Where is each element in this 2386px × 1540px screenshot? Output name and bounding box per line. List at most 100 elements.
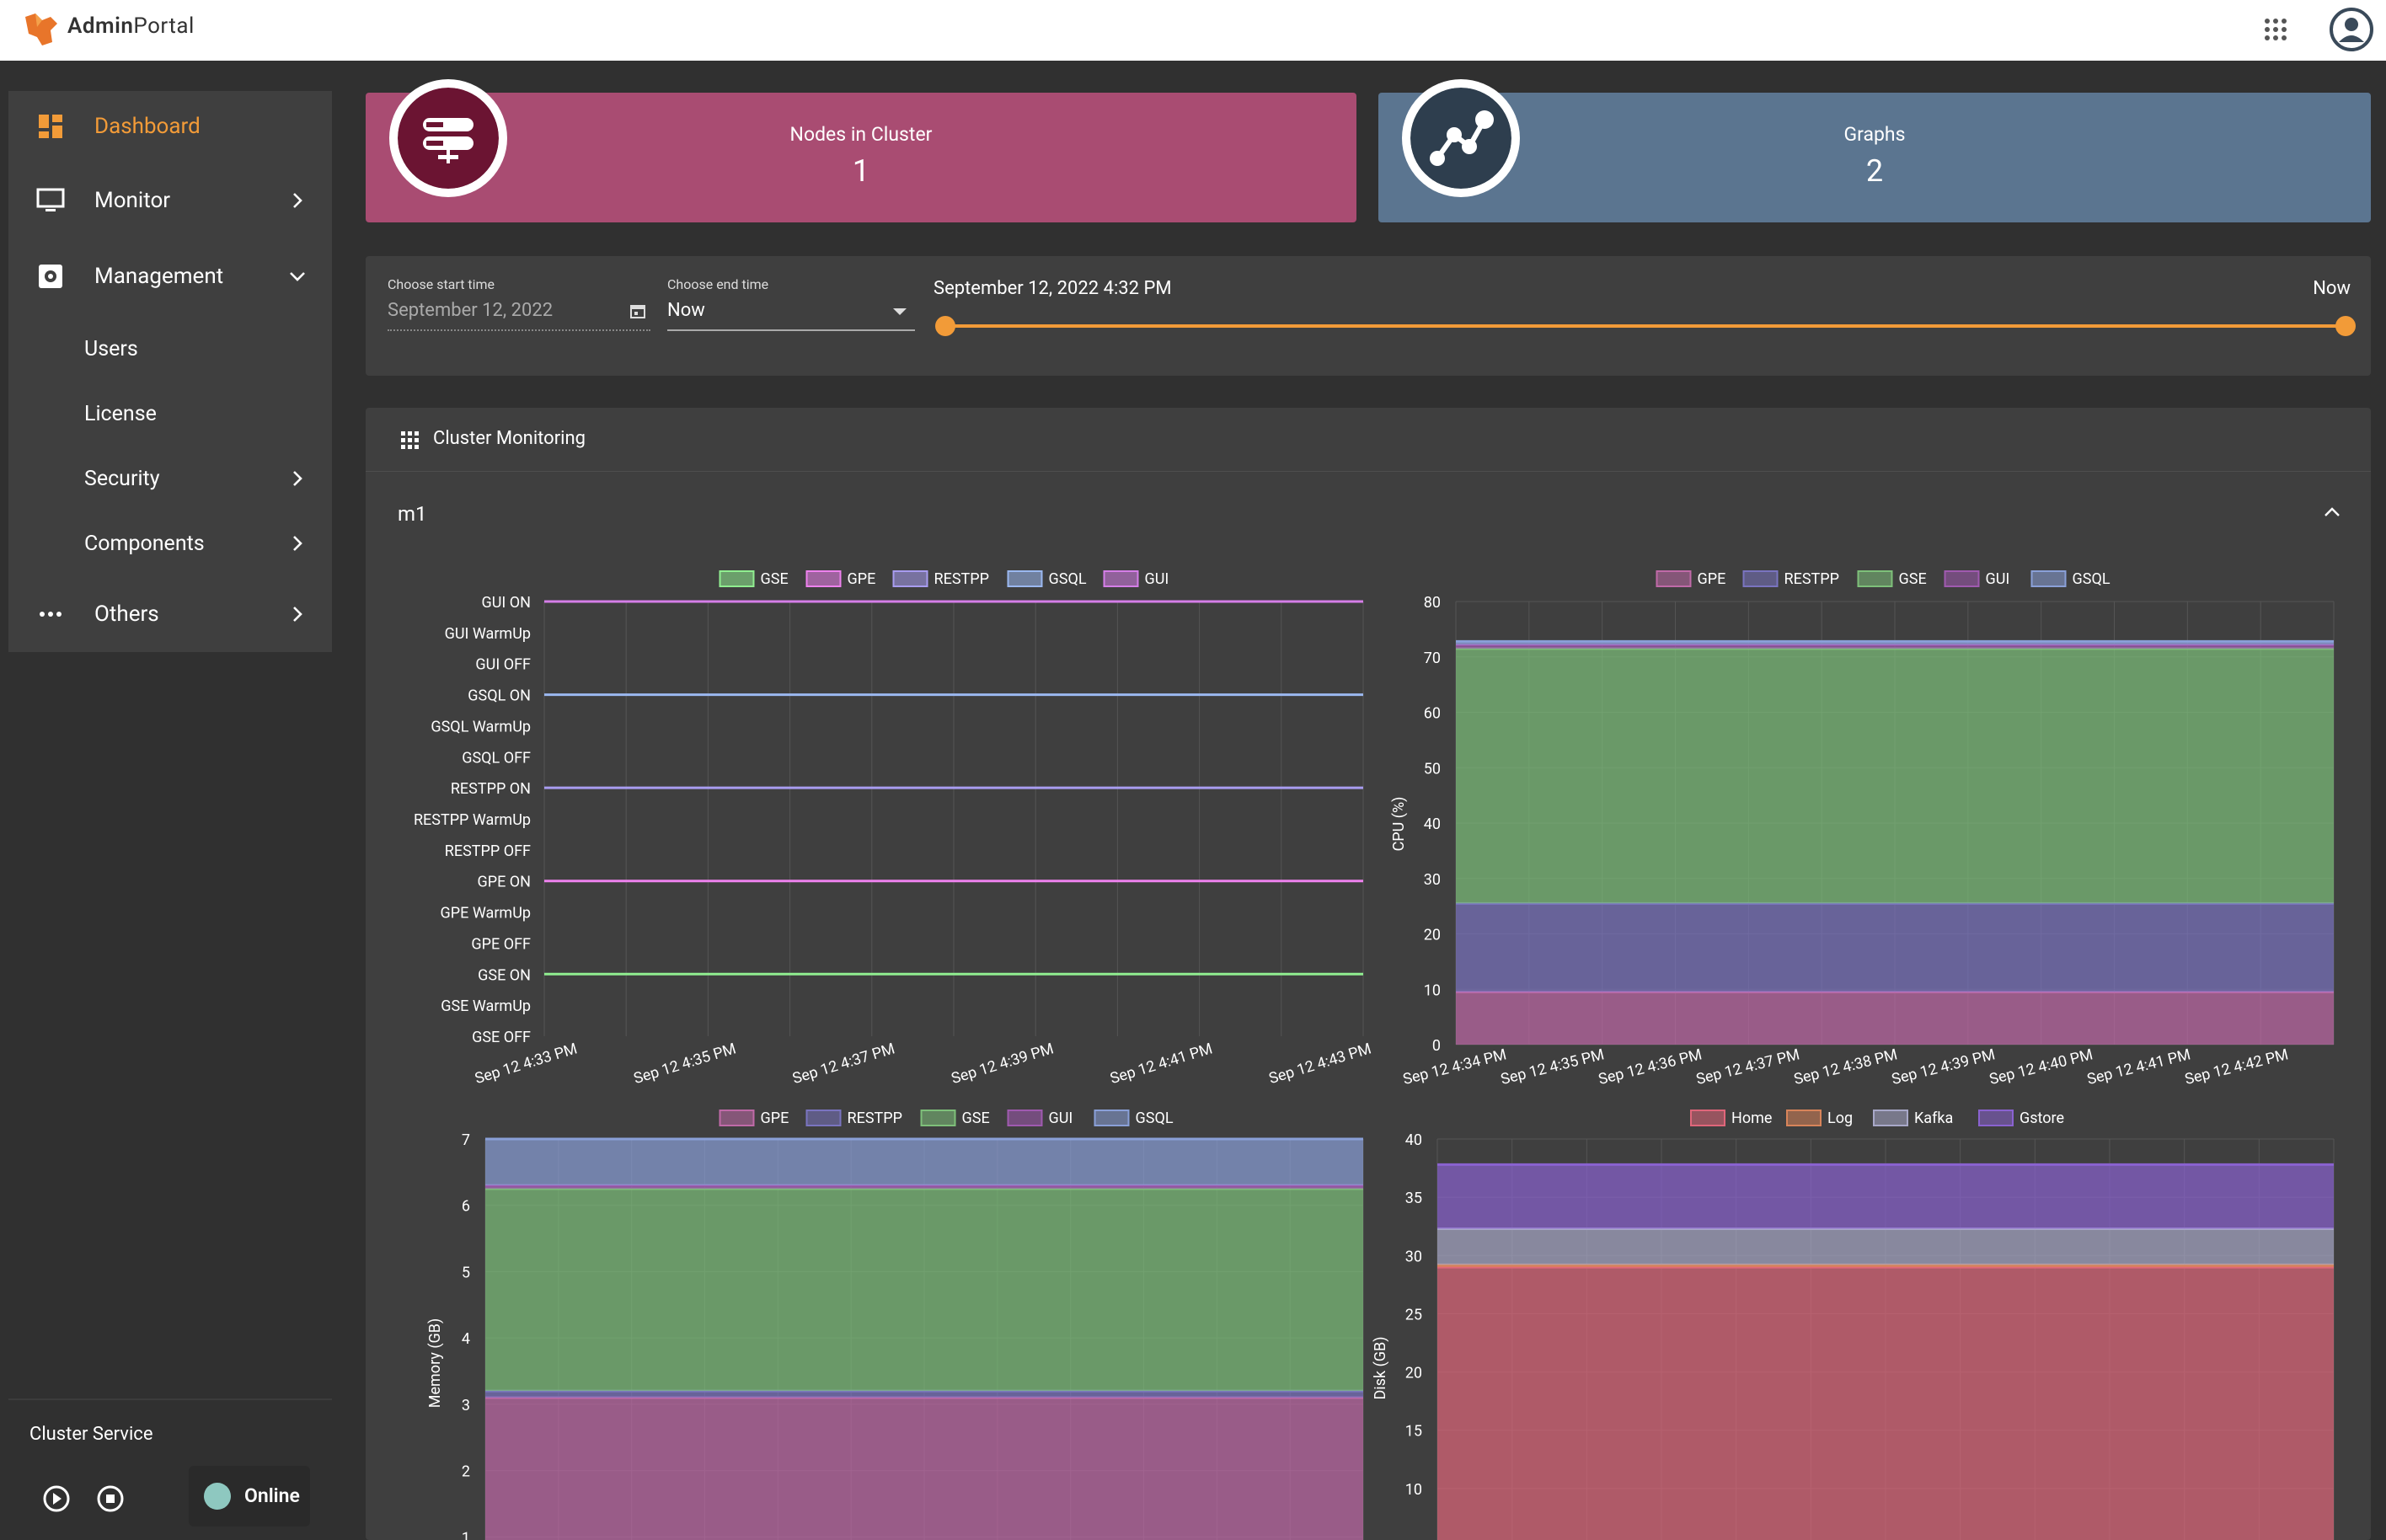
sidebar-subitem-users[interactable]: Users [8,317,332,381]
x-tick-label: Sep 12 4:42 PM [2183,1045,2290,1088]
end-time-label: Choose end time [667,276,769,292]
legend-label: GSE [962,1110,990,1127]
divider [8,1398,332,1400]
y-axis-title: Memory (GB) [426,1318,444,1408]
area-restpp [1456,903,2334,992]
monitoring-title: Cluster Monitoring [433,428,586,449]
area-gui [1456,644,2334,649]
x-tick-label: Sep 12 4:40 PM [1987,1045,2094,1088]
x-tick-label: Sep 12 4:34 PM [1401,1045,1508,1088]
area-gsql [1456,641,2334,645]
sidebar-subitem-license[interactable]: License [8,382,332,446]
y-tick-label: 20 [1424,927,1441,944]
area-gpe [485,1397,1363,1540]
y-tick-label: GPE OFF [471,935,531,953]
legend-swatch [892,570,928,587]
range-end-text: Now [2313,278,2351,299]
y-tick-label: GUI ON [481,594,531,612]
sidebar-item-label: Dashboard [94,114,201,139]
legend-swatch [1103,570,1139,587]
y-tick-label: 50 [1424,760,1441,778]
range-start-text: September 12, 2022 4:32 PM [934,278,1172,299]
legend-label: Log [1827,1110,1853,1127]
x-tick-label: Sep 12 4:41 PM [1108,1040,1214,1088]
sidebar-item-label: Monitor [94,188,171,213]
legend-swatch [719,570,755,587]
sidebar-item-others[interactable]: Others [8,582,332,646]
time-range-slider[interactable] [945,324,2346,328]
legend-swatch [719,1110,755,1126]
y-tick-label: GSQL ON [468,687,531,705]
cluster-service-title: Cluster Service [29,1424,153,1445]
y-tick-label: 25 [1405,1306,1422,1323]
stop-icon[interactable] [96,1484,125,1513]
y-tick-label: 30 [1424,871,1441,889]
apps-grid-icon[interactable] [2263,17,2288,42]
legend-swatch [1944,570,1980,587]
status-dot-icon [204,1483,231,1510]
nodes-in-cluster-card[interactable]: Nodes in Cluster 1 [366,79,1356,222]
graphs-badge [1402,79,1520,197]
calendar-icon[interactable] [629,302,647,320]
legend-label: GSE [761,570,789,588]
sidebar-item-dashboard[interactable]: Dashboard [8,94,332,158]
legend-swatch [920,1110,956,1126]
sidebar-subitem-label: Security [84,466,160,491]
brand-name[interactable]: AdminPortal [67,13,195,39]
x-tick-label: Sep 12 4:38 PM [1792,1045,1899,1088]
brand-rest: Portal [133,13,195,39]
y-tick-label: 1 [462,1529,470,1540]
slider-start-handle[interactable] [935,316,955,336]
account-icon[interactable] [2329,7,2374,52]
start-time-input[interactable]: September 12, 2022 [388,300,650,331]
fox-logo-icon[interactable] [22,12,61,47]
sidebar-subitem-label: License [84,401,157,426]
y-tick-label: GPE ON [477,874,531,891]
x-tick-label: Sep 12 4:33 PM [473,1040,579,1088]
x-tick-label: Sep 12 4:35 PM [1499,1045,1606,1088]
legend-label: GSQL [1136,1110,1174,1127]
top-bar: AdminPortal [0,0,2386,61]
legend-swatch [1786,1110,1822,1126]
legend-swatch [1857,570,1893,587]
legend-label: GSE [1899,570,1927,588]
slider-end-handle[interactable] [2335,316,2356,336]
y-tick-label: 0 [1432,1037,1441,1055]
more-horiz-icon [40,612,62,617]
play-icon[interactable] [42,1484,71,1513]
x-tick-label: Sep 12 4:39 PM [950,1040,1056,1088]
y-tick-label: GSE WarmUp [441,997,531,1015]
end-time-select[interactable]: Now [667,300,915,331]
chevron-up-icon[interactable] [2322,502,2342,522]
area-kafka [1437,1228,2334,1265]
node-section-title: m1 [398,502,427,526]
graphs-card[interactable]: Graphs 2 [1378,79,2371,222]
legend-swatch [1690,1110,1725,1126]
sidebar-subitem-components[interactable]: Components [8,511,332,575]
area-gui [485,1185,1363,1190]
legend-label: GPE [1698,570,1726,588]
legend-swatch [805,570,842,587]
y-tick-label: 20 [1405,1365,1422,1382]
dashboard-icon [39,115,62,138]
cluster-status-badge: Online [189,1466,310,1527]
legend-swatch [1978,1110,2014,1126]
legend-label: GPE [848,570,876,588]
area-restpp [485,1391,1363,1398]
area-gse [485,1189,1363,1392]
card-value: 1 [852,153,870,189]
sidebar: Dashboard Monitor Management Users Licen… [8,91,332,652]
y-tick-label: 35 [1405,1190,1422,1207]
legend-swatch [1007,1110,1043,1126]
chevron-right-icon [293,193,302,208]
legend-label: Gstore [2020,1110,2064,1127]
caret-down-icon[interactable] [893,308,907,315]
charts-canvas: GSE GPE RESTPP GSQL GUI GUI ON GUI WarmUp GUI O… [414,570,2335,1540]
sidebar-item-management[interactable]: Management [8,244,332,308]
sidebar-item-monitor[interactable]: Monitor [8,168,332,233]
sidebar-subitem-security[interactable]: Security [8,446,332,511]
area-gsql [485,1139,1363,1186]
y-tick-label: GSQL WarmUp [431,718,531,735]
y-axis-title: Disk (GB) [1372,1337,1389,1400]
y-tick-label: RESTPP OFF [445,842,531,860]
